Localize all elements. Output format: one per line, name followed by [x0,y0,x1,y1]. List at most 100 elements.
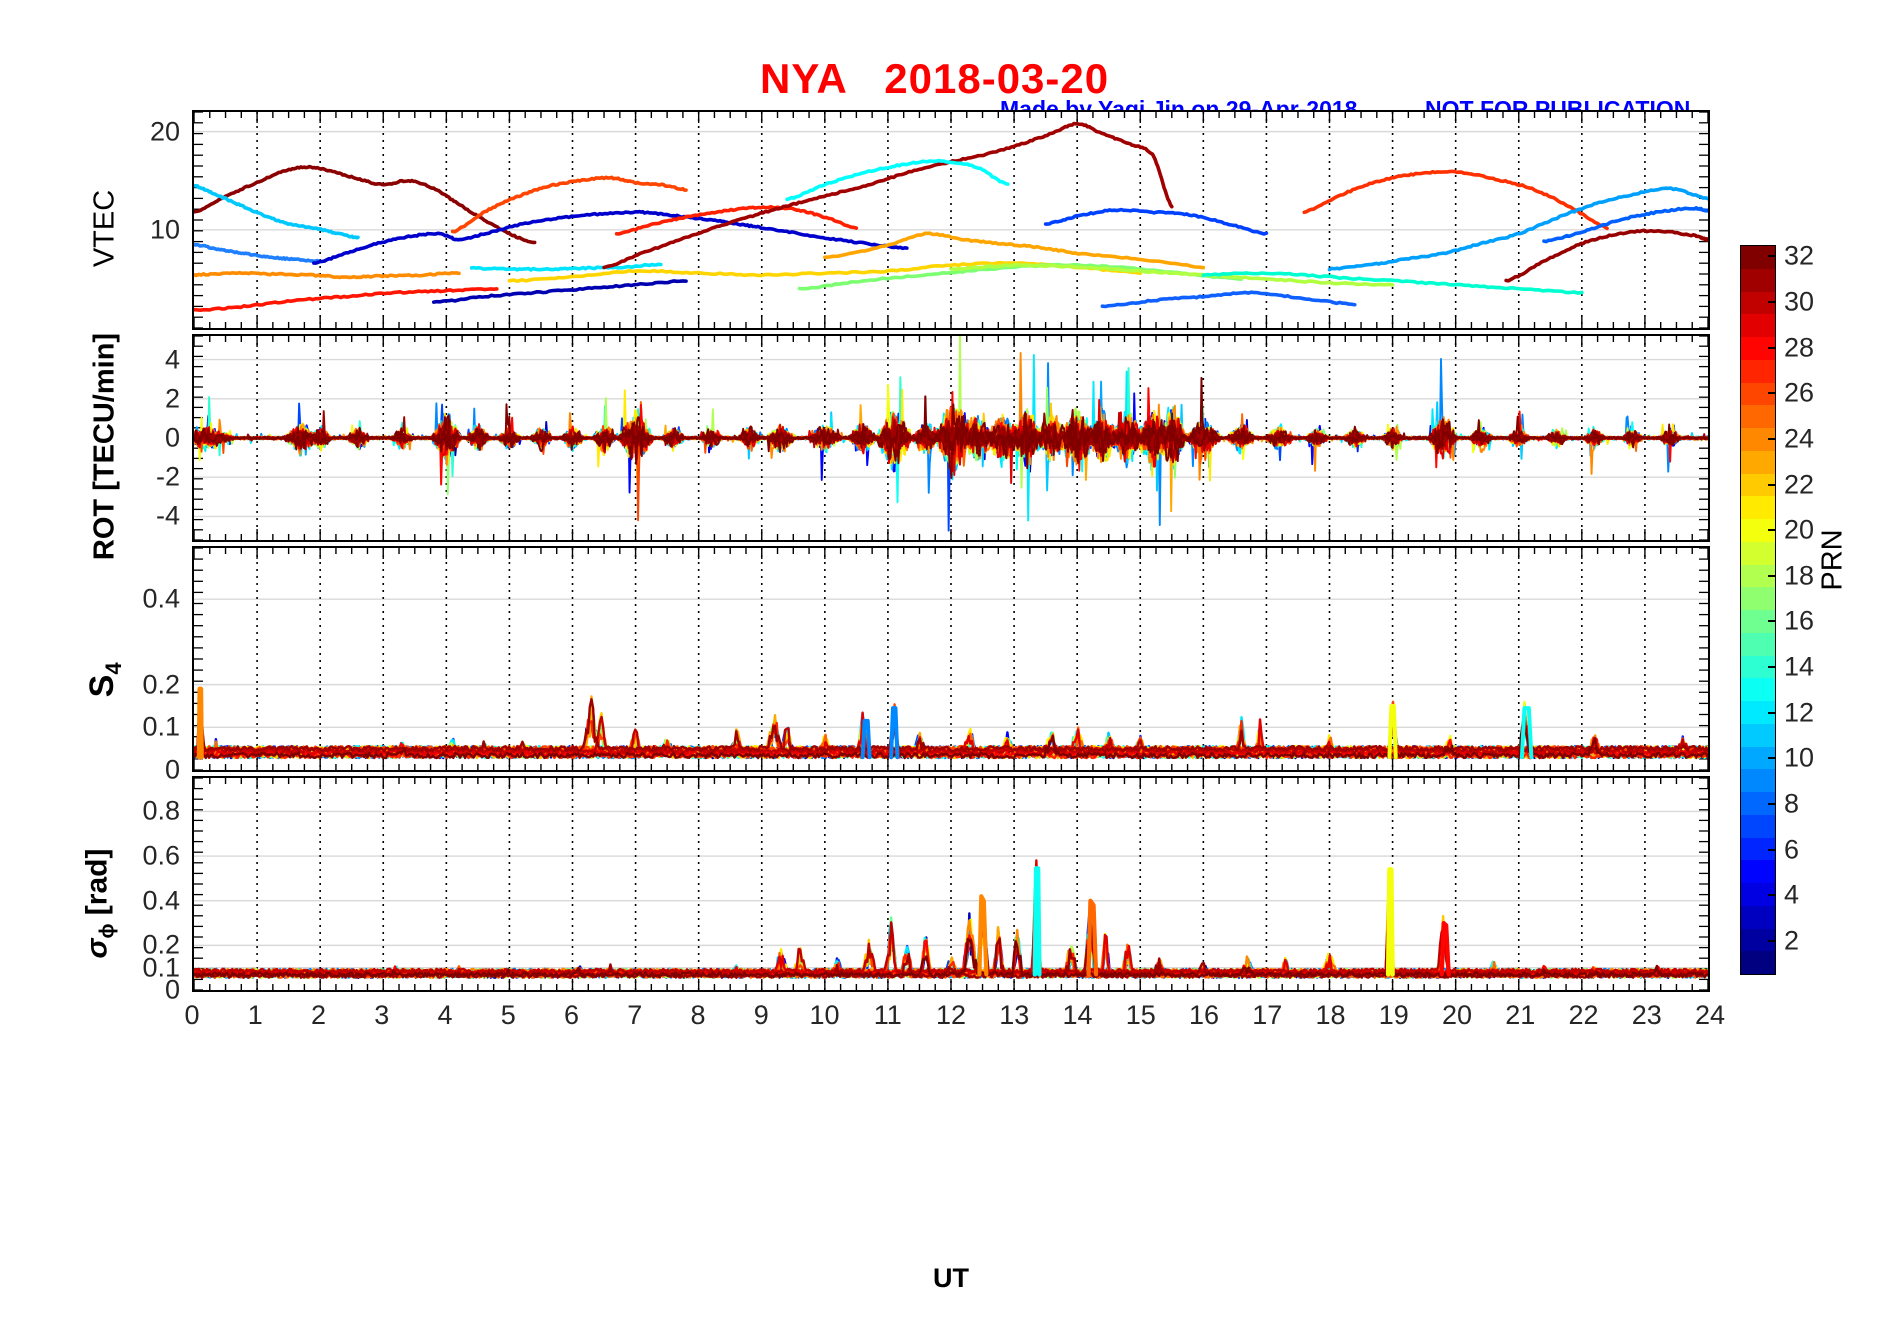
data-series [1100,290,1357,309]
data-series [949,262,1395,287]
colorbar-tick-label: 18 [1784,560,1815,591]
colorbar-band [1741,792,1775,815]
data-series [1201,271,1584,295]
data-series [860,718,872,760]
colorbar-band [1741,951,1775,974]
axis-tick-label-y: 0.2 [142,929,180,960]
axis-tick-label-x: 6 [563,1000,580,1030]
colorbar-tick-label: 30 [1784,286,1815,317]
data-series [194,714,1708,760]
data-series [1086,898,1099,977]
data-series [194,183,360,240]
axis-tick-label-x: 7 [627,1000,643,1030]
panel-rot-canvas [194,336,1708,540]
axis-tick-label-y: -2 [155,461,180,492]
data-series [1327,186,1708,272]
axis-tick-label-y: 0.6 [142,840,180,871]
data-series [194,698,1708,753]
axis-tick-label-y: 0.2 [142,669,180,700]
axis-tick-label-x: 22 [1568,1000,1599,1030]
axis-tick-label-y: 4 [164,344,180,375]
data-series [602,121,1174,270]
colorbar-tick-label: 8 [1784,788,1800,819]
axis-tick-label-x: 2 [310,1000,327,1030]
data-series [785,158,1010,202]
axis-tick-label-y: 0.4 [142,583,180,614]
axis-tick-label-x: 15 [1125,1000,1156,1030]
colorbar-band [1741,860,1775,883]
colorbar-band [1741,610,1775,633]
axis-tick-label-x: 24 [1694,1000,1726,1030]
colorbar-tick-label: 14 [1784,651,1815,682]
colorbar-band [1741,541,1775,565]
colorbar-tick-mark [1768,802,1776,805]
data-series [797,262,1243,291]
axis-label-ut: UT [933,1263,969,1293]
colorbar-band [1741,632,1775,656]
colorbar-tick-label: 32 [1784,240,1815,271]
axis-tick-label-x: 4 [437,1000,453,1030]
data-series [194,395,1708,456]
colorbar-tick-label: 28 [1784,332,1815,363]
axis-tick-label-y: 0 [164,422,180,453]
axis-tick-label-y: 20 [149,116,180,147]
axis-tick-label-y: 10 [149,214,180,245]
data-series [469,262,663,272]
figure-title: NYA 2018-03-20 [760,55,1110,102]
panel-rot [192,334,1710,542]
data-series [823,231,1206,270]
colorbar-tick-label: 6 [1784,834,1800,865]
colorbar-band [1741,928,1775,952]
colorbar-band [1741,746,1775,770]
colorbar-title: PRN [1816,529,1849,591]
data-series [194,270,461,280]
data-series [431,279,688,304]
colorbar-band [1741,814,1775,838]
data-series [1504,228,1708,283]
axis-tick-label-x: 5 [500,1000,516,1030]
colorbar-band [1741,723,1775,747]
colorbar-band [1741,268,1775,292]
data-series [1542,206,1708,244]
axis-tick-label-x: 12 [935,1000,967,1030]
colorbar-tick-label: 10 [1784,742,1815,773]
colorbar-prn[interactable] [1740,245,1776,975]
axis-tick-label-y: 0.1 [142,952,180,983]
colorbar-tick-mark [1768,529,1776,532]
axis-tick-label-y: 0.8 [142,795,180,826]
colorbar-tick-label: 12 [1784,697,1815,728]
axis-tick-label-x: 18 [1315,1000,1346,1030]
colorbar-tick-label: 4 [1784,879,1800,910]
axis-tick-label-x: 14 [1062,1000,1093,1030]
axis-tick-label-x: 20 [1441,1000,1473,1030]
axis-tick-label-y: 0 [164,974,180,1005]
colorbar-tick-mark [1768,711,1776,714]
colorbar-tick-label: 24 [1784,423,1815,454]
data-series [1519,706,1534,760]
axis-tick-label-x: 3 [374,1000,390,1030]
axis-tick-label-x: 23 [1631,1000,1662,1030]
axis-tick-label-x: 11 [873,1000,902,1030]
colorbar-tick-mark [1768,894,1776,897]
colorbar-band [1741,473,1775,497]
axis-tick-label-y: 2 [164,383,180,414]
axis-tick-label-x: 10 [809,1000,840,1030]
colorbar-tick-mark [1768,757,1776,760]
colorbar-band [1741,405,1775,428]
colorbar-band [1741,587,1775,610]
colorbar-band [1741,564,1775,588]
colorbar-band [1741,519,1775,542]
data-series [1387,703,1398,760]
axis-tick-label-y: 0.1 [142,711,180,742]
colorbar-band [1741,314,1775,337]
panel-vtec-canvas [194,112,1708,328]
colorbar-tick-label: 2 [1784,925,1800,956]
data-series [614,204,859,236]
data-series [1032,866,1042,977]
colorbar-tick-mark [1768,346,1776,349]
colorbar-tick-label: 20 [1784,514,1815,545]
colorbar-band [1741,701,1775,724]
colorbar-band [1741,450,1775,474]
colorbar-band [1741,428,1775,451]
